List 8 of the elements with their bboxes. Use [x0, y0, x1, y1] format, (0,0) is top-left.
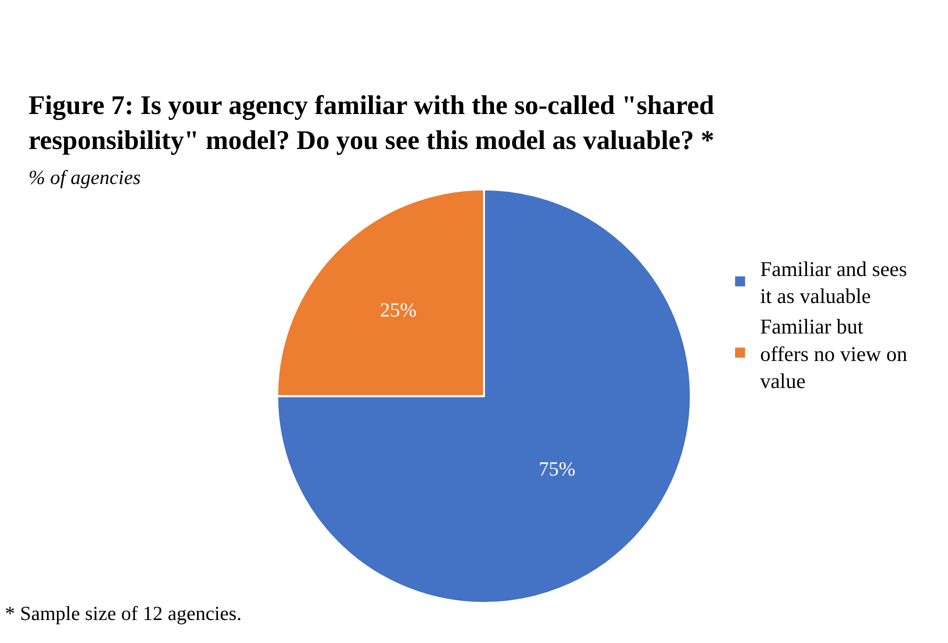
pie-slice [276, 188, 692, 604]
legend-label: Familiar but offers no view on value [760, 314, 908, 394]
text: % of agencies [28, 167, 141, 190]
data-label: 25% [380, 300, 417, 322]
text: * Sample size of 12 agencies. [5, 603, 242, 625]
data-label: 75% [538, 458, 576, 480]
chart-title: Figure 7: Is your agency familiar with the so-called "shared responsibility" model? Do you see this model as valuable? * [28, 90, 714, 156]
legend-label: Familiar and sees it as valuable [760, 256, 908, 308]
